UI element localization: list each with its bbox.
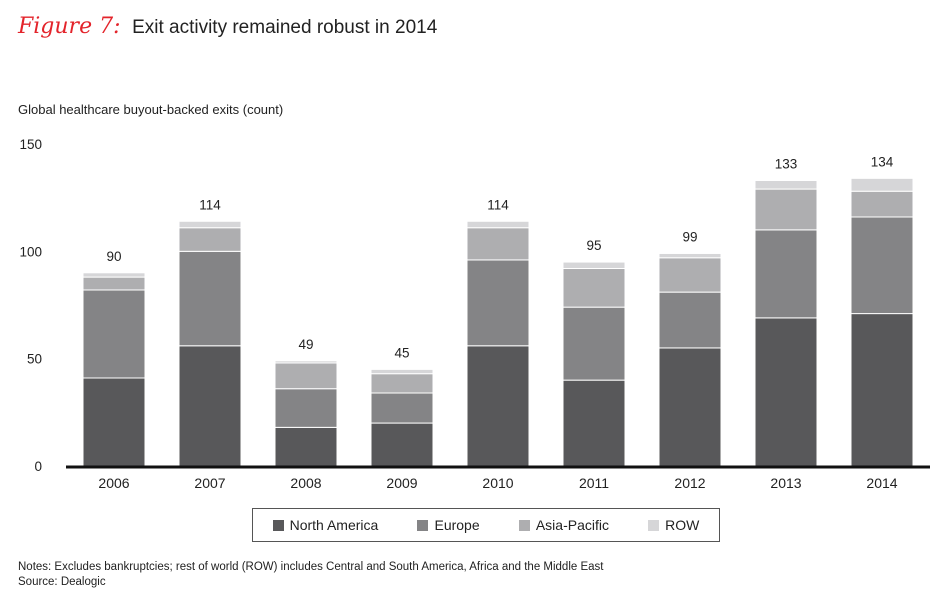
bar-segment-europe [178,250,242,347]
chart-notes: Notes: Excludes bankruptcies; rest of wo… [18,560,604,590]
bar-segment-north-america [754,317,818,467]
bar-segment-europe [274,388,338,428]
bar-segment-row [466,220,530,229]
bar-segment-north-america [562,379,626,467]
bar-segment-asia-pacific [370,373,434,394]
bar-total-label: 114 [487,197,509,212]
legend-label: ROW [665,517,700,533]
bar-segment-row [178,220,242,229]
x-tick-label: 2007 [194,475,225,491]
source-line: Source: Dealogic [18,576,106,588]
bar-total-label: 134 [871,154,894,169]
chart-legend: North America Europe Asia-Pacific ROW [252,508,720,542]
bar-segment-europe [370,392,434,424]
bar-total-label: 49 [298,337,313,352]
y-axis-title: Global healthcare buyout-backed exits (c… [18,102,284,117]
bar-segment-europe [82,289,146,379]
legend-swatch [518,519,530,531]
x-tick-label: 2008 [290,475,321,491]
bar-segment-europe [754,229,818,319]
bar-segment-row [658,252,722,259]
bar-total-label: 133 [775,156,798,171]
bar-segment-asia-pacific [658,257,722,293]
legend-label: North America [289,517,379,533]
notes-line: Notes: Excludes bankruptcies; rest of wo… [18,561,604,573]
bar-segment-europe [466,259,530,347]
bar-segment-europe [850,216,914,315]
bar-segment-europe [562,306,626,381]
bar-segment-asia-pacific [274,362,338,390]
legend-label: Europe [434,517,480,533]
legend-item: Asia-Pacific [518,517,609,533]
bar-segment-north-america [658,347,722,467]
x-tick-label: 2011 [579,475,609,491]
bar-total-label: 95 [586,238,601,253]
y-tick-label: 150 [19,137,42,152]
bar-segment-row [274,360,338,364]
legend-item: Europe [417,517,480,533]
bar-total-label: 90 [106,249,121,264]
legend-swatch [648,519,660,531]
bar-segment-row [562,261,626,270]
bar-total-label: 114 [199,197,221,212]
legend-swatch [417,519,429,531]
bar-segment-north-america [370,422,434,467]
bar-segment-asia-pacific [466,227,530,261]
x-tick-label: 2012 [674,475,705,491]
bar-segment-asia-pacific [82,276,146,291]
bar-segment-row [754,179,818,190]
x-tick-label: 2014 [866,475,897,491]
x-tick-label: 2006 [98,475,129,491]
figure-title: Figure 7: Exit activity remained robust … [18,14,437,39]
figure-title-text: Exit activity remained robust in 2014 [132,17,438,38]
legend-swatch [272,519,284,531]
bar-segment-asia-pacific [562,268,626,308]
bar-total-label: 99 [682,229,697,244]
bar-segment-row [370,368,434,375]
bar-segment-asia-pacific [178,227,242,252]
legend-item: ROW [648,517,699,533]
bar-segment-europe [658,291,722,349]
bar-segment-row [82,272,146,278]
x-tick-label: 2009 [386,475,417,491]
y-tick-label: 50 [27,352,42,367]
bar-segment-asia-pacific [850,190,914,218]
bar-segment-row [850,177,914,192]
bar-segment-north-america [178,345,242,467]
figure-number-label: Figure 7: [18,14,121,39]
y-tick-label: 100 [19,244,42,259]
y-tick-label: 0 [34,459,42,474]
x-tick-label: 2013 [770,475,801,491]
bar-segment-north-america [82,377,146,467]
bar-segment-asia-pacific [754,188,818,231]
bar-segment-north-america [850,313,914,467]
legend-label: Asia-Pacific [535,517,609,533]
x-tick-label: 2010 [482,475,513,491]
bar-segment-north-america [466,345,530,467]
bar-segment-north-america [274,426,338,467]
bar-total-label: 45 [394,345,409,360]
legend-item: North America [272,517,379,533]
